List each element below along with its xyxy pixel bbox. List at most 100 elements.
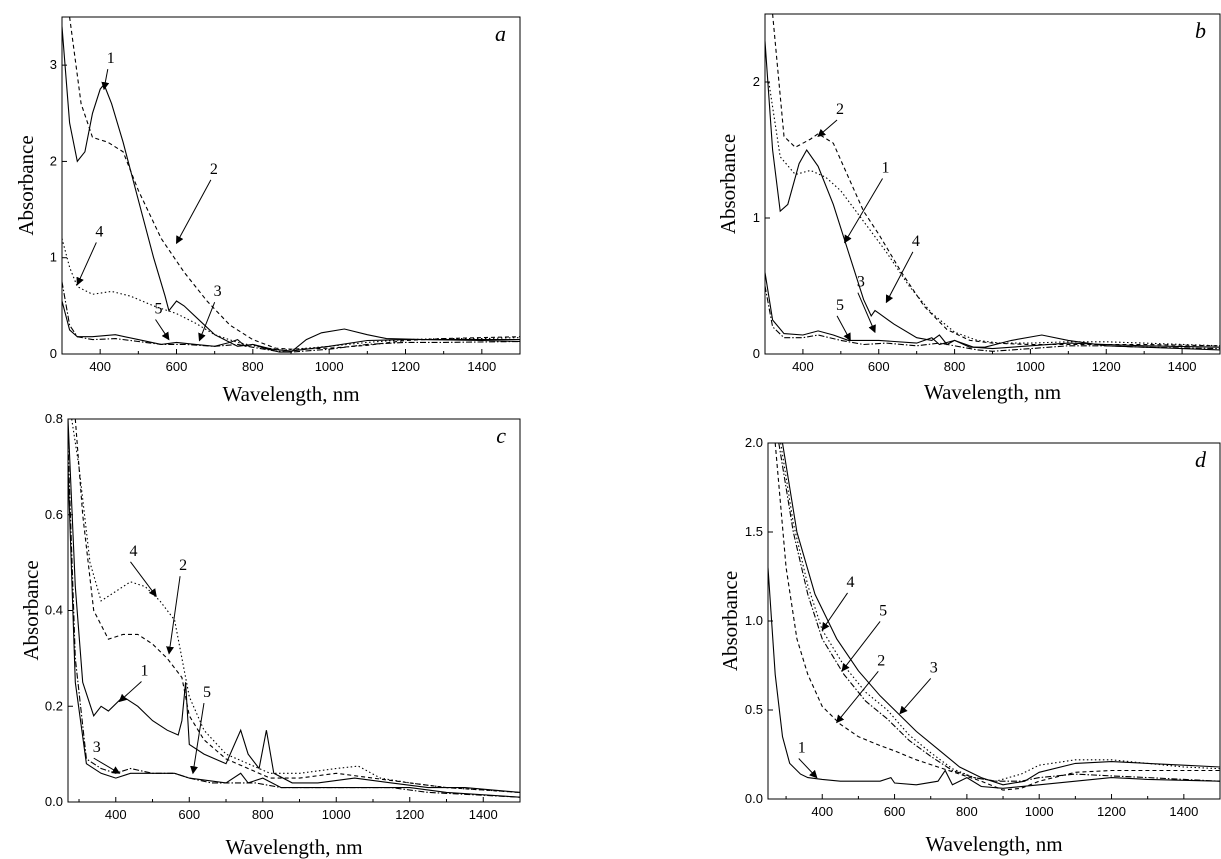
series-5-line xyxy=(62,281,520,353)
curve-label-arrow xyxy=(821,592,848,631)
curve-label-arrow xyxy=(118,681,142,703)
x-tick-label: 800 xyxy=(944,359,966,374)
panel-letter: b xyxy=(1195,18,1206,43)
curve-label: 1 xyxy=(798,740,806,757)
x-tick-label: 600 xyxy=(166,359,188,374)
curve-label-arrow xyxy=(93,757,121,774)
x-tick-label: 400 xyxy=(89,359,111,374)
curve-label: 3 xyxy=(857,274,865,291)
curve-label: 2 xyxy=(210,161,218,178)
x-axis-label: Wavelength, nm xyxy=(924,380,1061,404)
y-tick-label: 2.0 xyxy=(745,435,763,450)
panel-letter: d xyxy=(1195,447,1207,472)
y-tick-label: 0.6 xyxy=(45,507,63,522)
y-axis-label: Absorbance xyxy=(716,134,740,234)
y-tick-label: 0.4 xyxy=(45,603,63,618)
series-1-line xyxy=(62,26,520,353)
y-tick-label: 0.8 xyxy=(45,411,63,426)
plot-frame xyxy=(767,442,1221,800)
curve-label: 2 xyxy=(877,652,885,669)
curve-label-arrow xyxy=(101,69,110,91)
x-tick-label: 600 xyxy=(178,807,200,822)
y-tick-label: 2 xyxy=(753,74,760,89)
x-tick-label: 800 xyxy=(956,804,978,819)
curve-label: 5 xyxy=(155,300,163,317)
y-tick-label: 0.0 xyxy=(45,794,63,809)
curve-label-arrow xyxy=(844,178,883,244)
series-5-line xyxy=(68,442,520,798)
series-2-line xyxy=(774,443,1220,791)
y-tick-label: 0.2 xyxy=(45,698,63,713)
x-tick-label: 400 xyxy=(105,807,127,822)
x-tick-label: 600 xyxy=(884,804,906,819)
y-tick-label: 1 xyxy=(753,210,760,225)
chart-panel-a: 400 600 800 1000 1200 1400 0 1 2 3 Wavelength, nm A… xyxy=(14,16,521,406)
x-tick-label: 800 xyxy=(242,359,264,374)
y-tick-label: 0.0 xyxy=(745,791,763,806)
panel-letter: a xyxy=(495,21,506,46)
series-3-line xyxy=(68,466,520,798)
curve-label-arrow xyxy=(836,315,851,342)
y-axis-label: Absorbance xyxy=(718,571,742,671)
curve-label: 3 xyxy=(214,283,222,300)
series-5-line xyxy=(765,285,1220,352)
curve-label-arrow xyxy=(841,621,881,672)
x-tick-label: 600 xyxy=(868,359,890,374)
y-tick-label: 0.5 xyxy=(745,702,763,717)
curve-label: 5 xyxy=(879,602,887,619)
curve-label-arrow xyxy=(176,179,212,245)
curve-label: 4 xyxy=(912,233,920,250)
curve-label-arrow xyxy=(76,242,97,286)
curve-label-arrow xyxy=(166,576,181,655)
plot-frame xyxy=(67,418,521,803)
curve-label-arrow xyxy=(885,251,914,304)
x-tick-label: 400 xyxy=(792,359,814,374)
x-tick-label: 1200 xyxy=(391,359,420,374)
x-tick-label: 1200 xyxy=(1097,804,1126,819)
chart-panel-c: 400 600 800 1000 1200 1400 0.0 0.2 0.4 0.6 0.8 Wave… xyxy=(19,411,521,859)
curve-label: 3 xyxy=(930,659,938,676)
x-tick-label: 1000 xyxy=(315,359,344,374)
series-4-line xyxy=(62,238,520,351)
curve-label: 4 xyxy=(129,543,137,560)
series-3-line xyxy=(62,300,520,352)
curve-label: 3 xyxy=(93,739,101,756)
y-tick-label: 1 xyxy=(50,250,57,265)
x-tick-label: 1000 xyxy=(1025,804,1054,819)
x-tick-label: 1400 xyxy=(1168,359,1197,374)
x-tick-label: 1400 xyxy=(469,807,498,822)
x-tick-label: 1000 xyxy=(1016,359,1045,374)
series-2-line xyxy=(772,14,1220,347)
series-1-line xyxy=(68,419,520,793)
x-tick-label: 400 xyxy=(811,804,833,819)
series-2-line xyxy=(74,419,520,793)
curve-label-arrow xyxy=(817,119,838,138)
curve-label-arrow xyxy=(836,670,879,724)
y-tick-label: 2 xyxy=(50,153,57,168)
series-3-line xyxy=(765,272,1220,350)
x-tick-label: 1400 xyxy=(1169,804,1198,819)
y-tick-label: 0 xyxy=(50,346,57,361)
curve-label-arrow xyxy=(198,301,216,342)
x-axis-label: Wavelength, nm xyxy=(222,382,359,406)
x-tick-label: 800 xyxy=(252,807,274,822)
y-axis-label: Absorbance xyxy=(14,135,38,235)
curve-label: 5 xyxy=(836,297,844,314)
series-3-line xyxy=(781,443,1220,786)
y-tick-label: 1.0 xyxy=(745,613,763,628)
chart-panel-b: 400 600 800 1000 1200 1400 0 1 2 Wavelength, nm Ab… xyxy=(716,13,1221,404)
curve-label-arrow xyxy=(899,678,932,715)
x-tick-label: 1200 xyxy=(1092,359,1121,374)
y-tick-label: 0 xyxy=(753,346,760,361)
curve-label-arrow xyxy=(155,319,170,341)
curve-label-arrow xyxy=(857,292,876,334)
curve-label: 1 xyxy=(882,159,890,176)
series-5-line xyxy=(778,443,1220,782)
curve-label: 2 xyxy=(179,557,187,574)
curve-label-arrow xyxy=(798,758,818,779)
curve-label: 4 xyxy=(95,223,103,240)
series-2-line xyxy=(69,17,520,350)
curve-label: 2 xyxy=(836,101,844,118)
curve-label: 4 xyxy=(847,574,855,591)
